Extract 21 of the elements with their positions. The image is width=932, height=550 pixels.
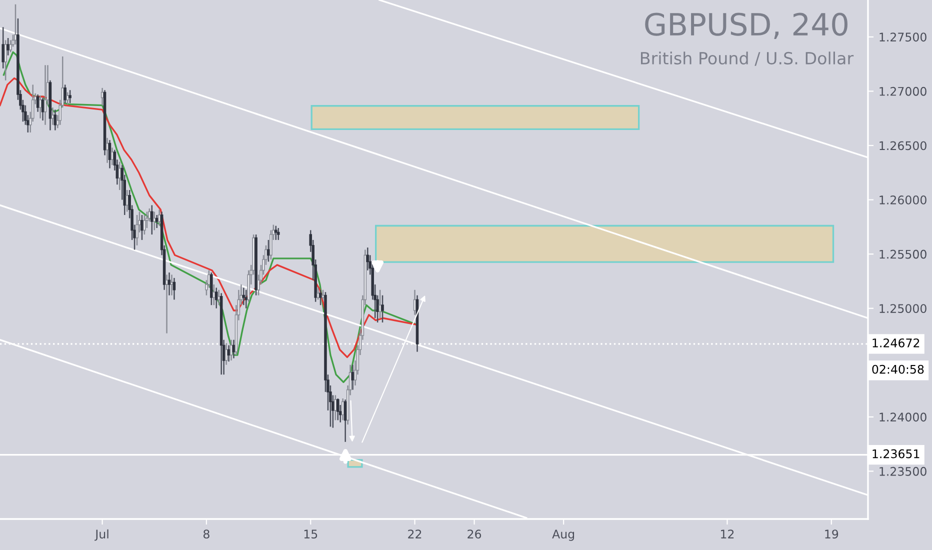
y-tick-label: 1.23500 [880, 466, 926, 476]
y-tick-label: 1.24000 [880, 412, 926, 422]
ref-line-label: 1.24672 [872, 338, 920, 348]
x-tick-label: 22 [408, 530, 422, 538]
ref-line-label: 1.23651 [872, 449, 920, 458]
x-tick-label: 15 [304, 530, 318, 539]
y-tick-label: 1.25000 [880, 304, 926, 313]
y-tick-label: 1.25500 [880, 250, 926, 259]
text: 02:40:58 [872, 364, 924, 374]
x-tick-label: 26 [468, 530, 482, 539]
y-tick-label: 1.26000 [880, 196, 926, 204]
x-tick-label: 12 [721, 530, 734, 538]
chart-title: GBPUSD, 240 [645, 12, 848, 39]
text: British Pound / U.S. Dollar [640, 52, 854, 66]
x-tick-label: Aug [552, 530, 574, 541]
x-tick-label: 19 [825, 530, 838, 539]
x-tick-label: 8 [204, 530, 210, 539]
y-tick-label: 1.27500 [880, 32, 926, 42]
y-tick-label: 1.26500 [880, 141, 926, 150]
x-tick-label: Jul [94, 529, 108, 541]
y-tick-label: 1.27000 [880, 86, 926, 96]
